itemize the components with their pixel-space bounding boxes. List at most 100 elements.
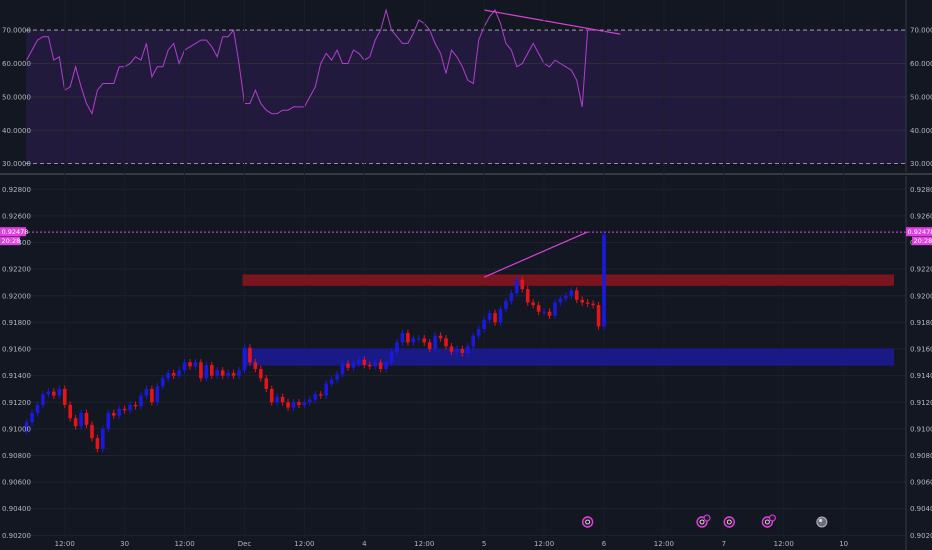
price-right-tick-label: 0.90200 [910,532,932,540]
candle [209,361,214,379]
rsi-pane[interactable]: 70.0000 60.0000 50.0000 40.0000 30.0000 70.0… [2,0,932,172]
price-left-tick-label: 0.90200 [2,532,31,540]
candle-body [128,404,132,411]
candle [269,385,274,406]
candle-body [62,388,67,405]
candle [171,369,176,379]
event-icons[interactable] [581,514,828,528]
candle [564,292,568,302]
candle [476,325,481,340]
candle [504,297,508,313]
time-axis: 12:00 30 12:00 Dec 12:00 4 12:00 5 12:00 6 12:00 7 1… [55,540,848,548]
event-cluster-icon[interactable] [696,514,711,528]
candle [253,358,258,373]
event-sphere-icon[interactable] [816,516,828,528]
candle [542,308,546,316]
rsi-left-tick-label: 50.0000 [2,93,31,101]
candle-body [476,329,481,336]
candle [367,361,372,370]
event-ring-icon[interactable] [723,516,735,528]
candle-body [318,394,323,396]
candle [482,316,486,333]
event-ring-icon[interactable] [581,516,594,528]
candle-body [313,394,318,400]
candle [569,287,574,300]
candle-body [466,346,470,354]
candle [449,343,454,356]
candle-body [177,370,181,376]
rsi-left-axis: 70.0000 60.0000 50.0000 40.0000 30.0000 [2,27,31,169]
candle-body [84,412,89,425]
candle [318,390,323,399]
price-left-tick-label: 0.92200 [2,266,31,274]
candle-body [302,402,307,405]
candle [520,276,525,293]
right-timer-label: 20:28 [914,237,932,245]
candle [52,388,56,399]
zones [242,274,895,366]
time-tick-label: 12:00 [174,540,194,548]
rsi-left-tick-label: 70.0000 [2,27,31,35]
candle [531,299,535,309]
candle-body [329,379,334,384]
candle [133,401,138,410]
rsi-left-tick-label: 40.0000 [2,127,31,135]
price-left-tick-label: 0.91200 [2,399,31,407]
candle-body [395,342,399,352]
time-tick-label: 12:00 [654,540,674,548]
candle [166,369,171,382]
candle [427,339,432,353]
candle [313,390,318,403]
candle-body [580,299,584,303]
candle [286,398,290,411]
candle [41,390,45,409]
event-cluster-icon[interactable] [761,514,776,528]
candle [177,366,181,379]
candle-body [384,362,388,369]
candle [242,344,247,374]
supply-zone[interactable] [242,274,895,286]
candle [553,299,557,320]
candle [297,398,301,409]
candle [378,358,383,373]
candle-body [547,311,552,316]
rsi-trendline[interactable] [484,9,621,35]
candle-body [171,372,176,376]
candle-body [455,349,459,352]
candle [150,385,154,406]
price-right-tick-label: 0.91400 [910,372,932,380]
candle-body [574,290,579,300]
price-left-tick-label: 0.92600 [2,212,31,220]
candle [471,332,476,350]
candle [259,365,263,382]
candle [106,409,111,433]
candle [122,405,127,414]
candle-body [564,295,568,299]
candle-body [357,359,361,364]
candle-body [280,396,285,403]
candle-body [509,293,514,302]
time-tick-label: 10 [839,540,848,548]
candle-body [585,302,590,304]
candle-body [193,362,198,367]
price-trendline[interactable] [483,231,588,278]
candle-body [427,342,432,350]
candle-body [204,364,209,379]
candle [455,345,459,356]
demand-zone[interactable] [242,348,895,366]
candle [384,358,388,373]
candle-body [117,408,121,416]
rsi-right-tick-label: 50.0000 [910,93,932,101]
candle [264,374,269,393]
candle [160,374,165,390]
candle [215,366,220,379]
candle [444,335,448,350]
right-price-badge: 0.92478 20:28 [906,227,932,246]
price-left-tick-label: 0.90600 [2,479,31,487]
candle-body [438,335,443,339]
time-tick-label: 12:00 [414,540,434,548]
price-left-tick-label: 0.91400 [2,372,31,380]
candle-body [231,372,236,376]
